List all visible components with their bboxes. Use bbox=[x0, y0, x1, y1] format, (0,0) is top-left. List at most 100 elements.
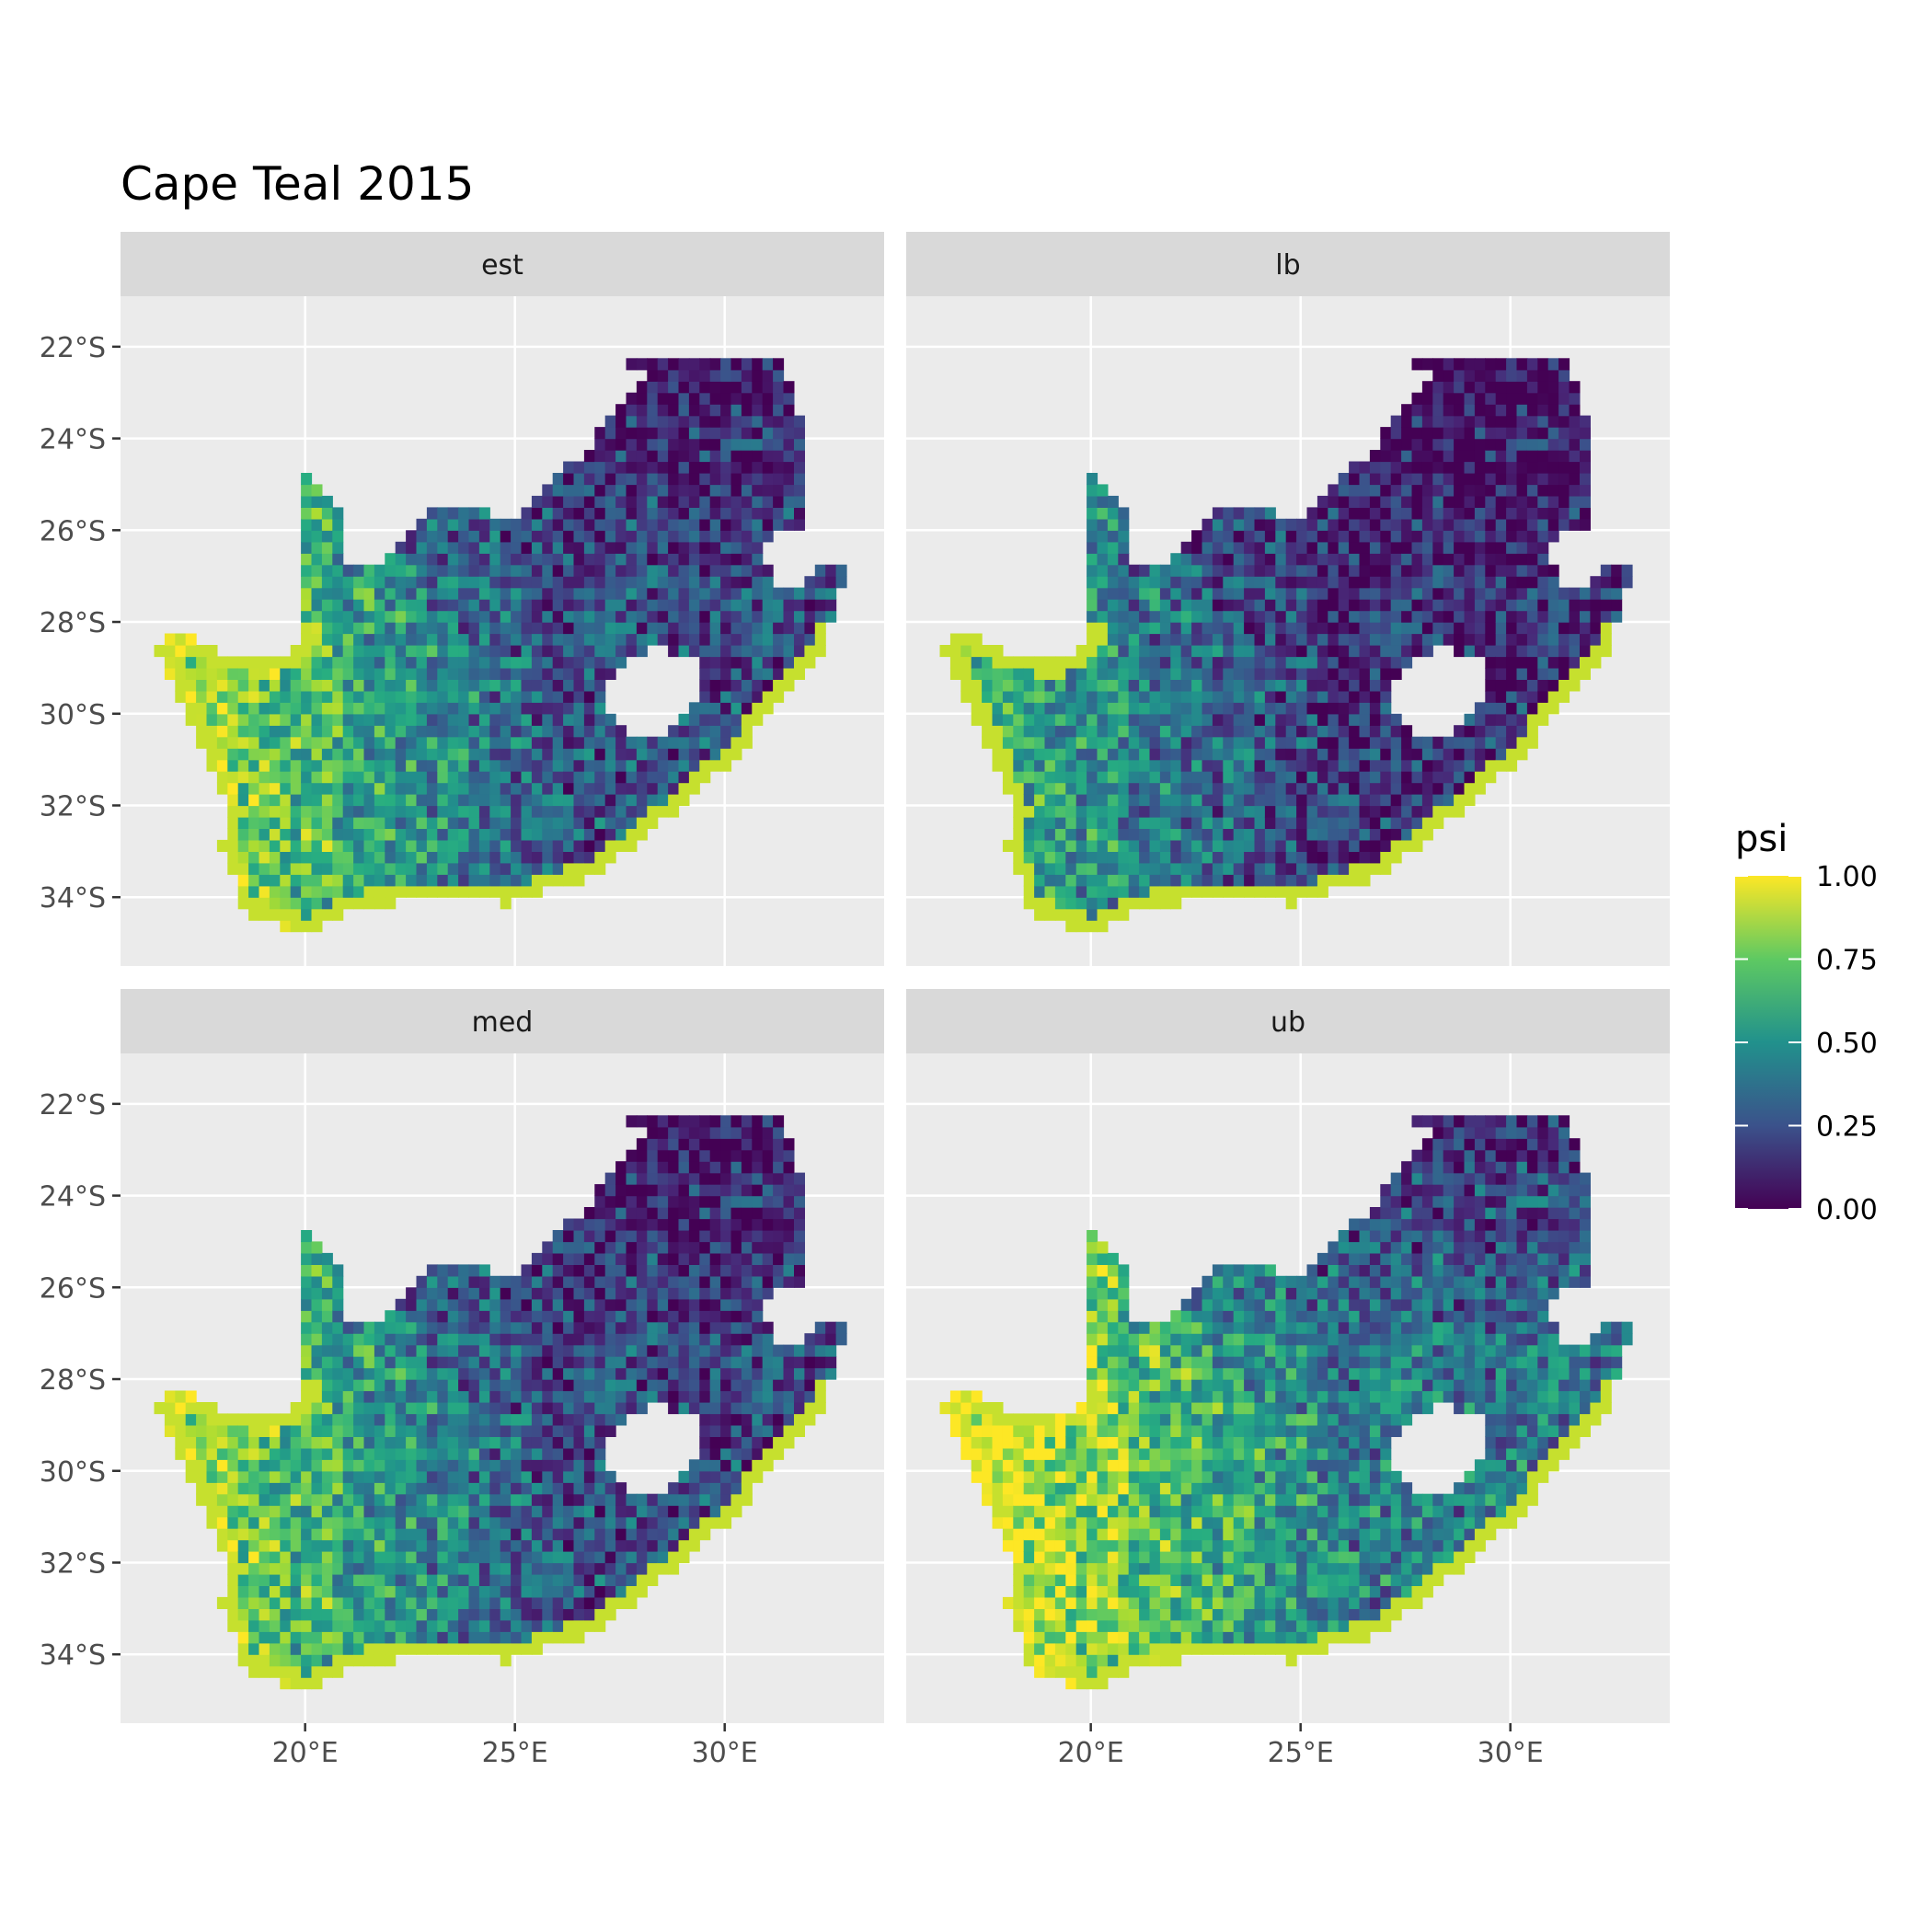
raster-cell bbox=[374, 759, 385, 772]
raster-cell bbox=[647, 450, 659, 463]
raster-cell bbox=[752, 427, 764, 440]
raster-cell bbox=[1170, 816, 1182, 829]
raster-est bbox=[154, 358, 847, 933]
raster-cell bbox=[458, 805, 470, 818]
raster-cell bbox=[1359, 725, 1371, 738]
raster-cell bbox=[1338, 748, 1350, 761]
raster-cell bbox=[1338, 622, 1350, 635]
raster-cell bbox=[395, 725, 407, 738]
raster-cell bbox=[1275, 736, 1287, 749]
raster-cell bbox=[511, 656, 523, 669]
raster-cell bbox=[447, 1379, 459, 1392]
raster-cell bbox=[762, 645, 774, 658]
raster-cell bbox=[773, 645, 785, 658]
raster-cell bbox=[511, 862, 523, 875]
raster-cell bbox=[1244, 725, 1256, 738]
raster-cell bbox=[1474, 415, 1486, 428]
raster-cell bbox=[730, 679, 742, 692]
raster-cell bbox=[321, 874, 333, 887]
raster-cell bbox=[468, 656, 480, 669]
raster-cell bbox=[1044, 679, 1056, 692]
raster-cell bbox=[542, 1264, 554, 1277]
raster-cell bbox=[259, 1562, 270, 1575]
raster-cell bbox=[1107, 564, 1119, 577]
raster-cell bbox=[437, 1287, 449, 1300]
raster-cell bbox=[1244, 599, 1256, 612]
raster-cell bbox=[363, 805, 375, 818]
raster-cell bbox=[332, 1379, 344, 1392]
raster-cell bbox=[1547, 587, 1559, 600]
raster-cell bbox=[1349, 553, 1361, 566]
raster-cell bbox=[332, 1493, 344, 1506]
raster-cell bbox=[332, 1654, 344, 1667]
raster-cell bbox=[1454, 381, 1466, 394]
raster-cell bbox=[1411, 541, 1423, 554]
raster-cell bbox=[773, 679, 785, 692]
raster-cell bbox=[583, 1482, 595, 1495]
raster-cell bbox=[1380, 438, 1392, 451]
raster-cell bbox=[426, 1402, 438, 1415]
raster-cell bbox=[1087, 564, 1098, 577]
raster-cell bbox=[1317, 713, 1328, 726]
raster-cell bbox=[1034, 748, 1046, 761]
raster-cell bbox=[259, 771, 270, 784]
raster-cell bbox=[552, 771, 564, 784]
raster-cell bbox=[1495, 530, 1507, 543]
raster-cell bbox=[395, 564, 407, 577]
raster-cell bbox=[468, 1573, 480, 1586]
raster-cell bbox=[437, 1482, 449, 1495]
raster-cell bbox=[1285, 794, 1297, 807]
raster-cell bbox=[1128, 599, 1140, 612]
raster-cell bbox=[730, 530, 742, 543]
raster-cell bbox=[1065, 885, 1077, 898]
raster-cell bbox=[1264, 633, 1276, 646]
raster-cell bbox=[1516, 495, 1528, 508]
raster-cell bbox=[1569, 599, 1581, 612]
raster-cell bbox=[521, 679, 533, 692]
raster-cell bbox=[720, 656, 732, 669]
raster-cell bbox=[374, 1413, 385, 1426]
raster-cell bbox=[1202, 530, 1213, 543]
raster-cell bbox=[688, 438, 700, 451]
raster-cell bbox=[552, 862, 564, 875]
raster-cell bbox=[594, 1321, 606, 1334]
raster-cell bbox=[720, 599, 732, 612]
raster-cell bbox=[1401, 816, 1413, 829]
raster-cell bbox=[1013, 759, 1025, 772]
raster-cell bbox=[280, 1505, 292, 1518]
raster-cell bbox=[1244, 507, 1256, 520]
raster-cell bbox=[1264, 782, 1276, 795]
raster-cell bbox=[583, 1436, 595, 1449]
raster-cell bbox=[531, 1298, 543, 1311]
raster-cell bbox=[1075, 782, 1087, 795]
raster-cell bbox=[301, 667, 313, 680]
raster-cell bbox=[321, 1436, 333, 1449]
raster-cell bbox=[437, 1585, 449, 1598]
raster-cell bbox=[1432, 576, 1444, 589]
raster-cell bbox=[1317, 782, 1328, 795]
raster-cell bbox=[1233, 851, 1245, 864]
raster-cell bbox=[1526, 656, 1538, 669]
raster-cell bbox=[730, 381, 742, 394]
raster-cell bbox=[730, 748, 742, 761]
raster-cell bbox=[552, 1516, 564, 1529]
raster-cell bbox=[1338, 553, 1350, 566]
raster-cell bbox=[1390, 507, 1402, 520]
raster-cell bbox=[720, 404, 732, 417]
raster-cell bbox=[552, 851, 564, 864]
raster-cell bbox=[311, 633, 323, 646]
raster-cell bbox=[489, 1333, 501, 1346]
raster-cell bbox=[615, 794, 627, 807]
raster-cell bbox=[1054, 897, 1066, 910]
raster-cell bbox=[1275, 622, 1287, 635]
raster-cell bbox=[1580, 473, 1591, 486]
raster-cell bbox=[1547, 404, 1559, 417]
raster-cell bbox=[500, 1539, 512, 1552]
raster-cell bbox=[992, 645, 1004, 658]
raster-cell bbox=[416, 1356, 428, 1369]
raster-cell bbox=[1212, 564, 1224, 577]
raster-cell bbox=[657, 587, 669, 600]
raster-cell bbox=[1244, 839, 1256, 852]
raster-cell bbox=[311, 1424, 323, 1437]
raster-cell bbox=[1107, 645, 1119, 658]
